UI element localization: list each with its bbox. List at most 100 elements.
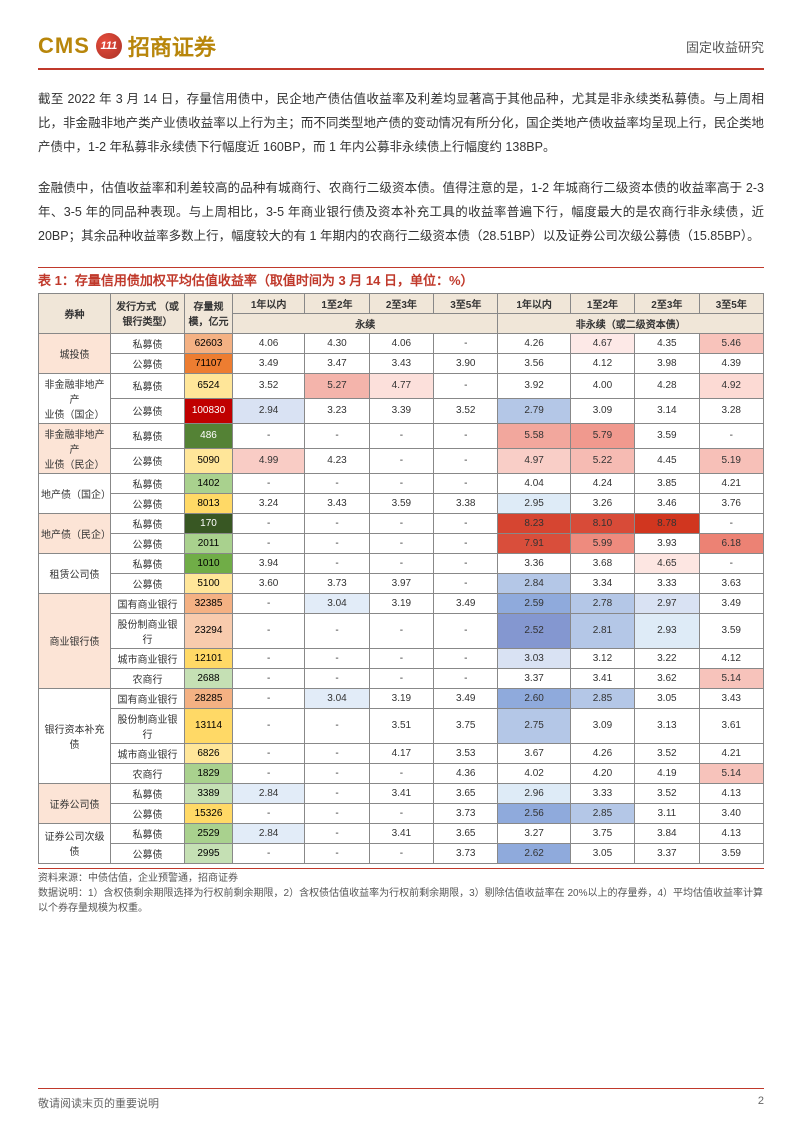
cell-value: 3.73 — [305, 573, 369, 593]
cell-value: 3.05 — [570, 843, 634, 863]
cell-value: 7.91 — [498, 533, 570, 553]
cell-volume: 6524 — [185, 373, 233, 398]
cell-volume: 8013 — [185, 493, 233, 513]
cell-value: - — [434, 668, 498, 688]
logo-cn-text: 招商证券 — [128, 30, 216, 62]
cell-value: 5.22 — [570, 448, 634, 473]
cell-value: 3.49 — [699, 593, 763, 613]
cell-value: 2.81 — [570, 613, 634, 648]
cell-value: 3.40 — [699, 803, 763, 823]
table-row: 农商行1829---4.364.024.204.195.14 — [39, 763, 764, 783]
cell-value: 3.53 — [434, 743, 498, 763]
cell-value: - — [369, 668, 433, 688]
cell-subtype: 国有商业银行 — [111, 688, 185, 708]
cell-volume: 2688 — [185, 668, 233, 688]
cell-value: 3.34 — [570, 573, 634, 593]
cell-value: 3.05 — [635, 688, 699, 708]
table-row: 城投债私募债626034.064.304.06-4.264.674.355.46 — [39, 333, 764, 353]
cell-value: - — [699, 423, 763, 448]
cell-value: - — [369, 763, 433, 783]
cell-volume: 1010 — [185, 553, 233, 573]
cell-value: 3.52 — [434, 398, 498, 423]
cell-subtype: 城市商业银行 — [111, 743, 185, 763]
cell-value: 4.20 — [570, 763, 634, 783]
table-row: 非金融非地产产 业债（民企）私募债486----5.585.793.59- — [39, 423, 764, 448]
cell-value: - — [434, 373, 498, 398]
cell-subtype: 私募债 — [111, 373, 185, 398]
cell-value: 3.56 — [498, 353, 570, 373]
cell-value: - — [305, 803, 369, 823]
cell-value: 3.75 — [434, 708, 498, 743]
cell-subtype: 私募债 — [111, 783, 185, 803]
th-sub-6: 2至3年 — [635, 293, 699, 313]
cell-value: 5.19 — [699, 448, 763, 473]
cell-value: 2.84 — [233, 783, 305, 803]
cell-value: 3.26 — [570, 493, 634, 513]
cell-value: 5.46 — [699, 333, 763, 353]
cell-value: 4.45 — [635, 448, 699, 473]
cell-value: 3.49 — [434, 593, 498, 613]
cell-volume: 6826 — [185, 743, 233, 763]
cell-value: 2.75 — [498, 708, 570, 743]
cell-value: 4.13 — [699, 783, 763, 803]
cell-value: - — [233, 708, 305, 743]
cell-value: 3.38 — [434, 493, 498, 513]
cell-subtype: 私募债 — [111, 333, 185, 353]
cell-value: 3.92 — [498, 373, 570, 398]
cell-value: 4.02 — [498, 763, 570, 783]
cell-subtype: 公募债 — [111, 573, 185, 593]
th-sub-0: 1年以内 — [233, 293, 305, 313]
cell-value: 3.65 — [434, 823, 498, 843]
cell-subtype: 公募债 — [111, 803, 185, 823]
cell-value: 3.41 — [369, 823, 433, 843]
cell-subtype: 公募债 — [111, 493, 185, 513]
cell-value: - — [305, 553, 369, 573]
cell-value: 3.90 — [434, 353, 498, 373]
cell-value: 2.96 — [498, 783, 570, 803]
cell-volume: 1402 — [185, 473, 233, 493]
cell-subtype: 股份制商业银行 — [111, 613, 185, 648]
cell-value: 5.14 — [699, 763, 763, 783]
cell-value: 3.09 — [570, 398, 634, 423]
header-category: 固定收益研究 — [686, 37, 764, 56]
cell-value: - — [434, 423, 498, 448]
cell-value: 3.27 — [498, 823, 570, 843]
cell-value: 3.43 — [305, 493, 369, 513]
cell-value: - — [305, 843, 369, 863]
table-footnote: 资料来源：中债估值，企业预警通，招商证券 数据说明：1）含权债剩余期限选择为行权… — [38, 868, 764, 916]
cell-category: 银行资本补充债 — [39, 688, 111, 783]
cell-value: 2.94 — [233, 398, 305, 423]
cell-subtype: 公募债 — [111, 448, 185, 473]
cell-value: 3.22 — [635, 648, 699, 668]
cell-value: - — [434, 333, 498, 353]
cell-value: - — [233, 473, 305, 493]
paragraph-1: 截至 2022 年 3 月 14 日，存量信用债中，民企地产债估值收益率及利差均… — [38, 88, 764, 159]
cell-value: 3.14 — [635, 398, 699, 423]
cell-value: 3.23 — [305, 398, 369, 423]
cell-value: - — [305, 613, 369, 648]
cell-subtype: 农商行 — [111, 763, 185, 783]
cell-value: 2.60 — [498, 688, 570, 708]
table-row: 非金融非地产产 业债（国企）私募债65243.525.274.77-3.924.… — [39, 373, 764, 398]
cell-volume: 5090 — [185, 448, 233, 473]
cell-value: 4.06 — [233, 333, 305, 353]
table-row: 公募债50904.994.23--4.975.224.455.19 — [39, 448, 764, 473]
cell-value: 3.33 — [570, 783, 634, 803]
paragraph-2: 金融债中，估值收益率和利差较高的品种有城商行、农商行二级资本债。值得注意的是，1… — [38, 177, 764, 248]
cell-value: 4.12 — [570, 353, 634, 373]
cell-value: 3.61 — [699, 708, 763, 743]
cell-volume: 62603 — [185, 333, 233, 353]
cell-value: - — [305, 668, 369, 688]
cell-value: 3.84 — [635, 823, 699, 843]
cell-value: 4.28 — [635, 373, 699, 398]
cell-value: - — [233, 803, 305, 823]
cell-value: 3.43 — [369, 353, 433, 373]
cell-value: 3.51 — [369, 708, 433, 743]
th-group-perpetual: 永续 — [233, 313, 498, 333]
cell-value: - — [434, 573, 498, 593]
cell-value: - — [305, 423, 369, 448]
cell-value: - — [233, 613, 305, 648]
cell-value: 3.41 — [369, 783, 433, 803]
cell-subtype: 私募债 — [111, 423, 185, 448]
page-footer: 敬请阅读末页的重要说明 2 — [38, 1088, 764, 1111]
